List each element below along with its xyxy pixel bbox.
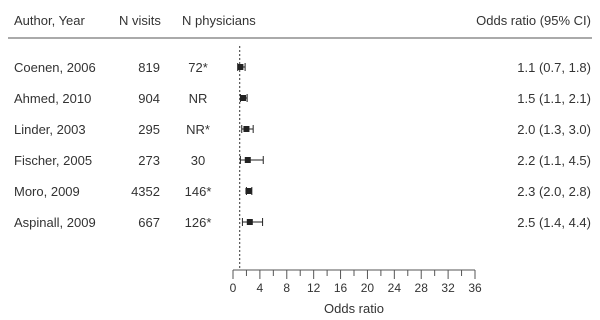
header-study: Author, Year (14, 13, 86, 28)
study-estimate: 2.2 (1.1, 4.5) (517, 153, 591, 168)
study-physicians: 126* (185, 215, 212, 230)
x-tick-label: 16 (334, 281, 348, 295)
study-visits: 904 (138, 91, 160, 106)
study-visits: 273 (138, 153, 160, 168)
study-estimate: 1.1 (0.7, 1.8) (517, 60, 591, 75)
study-physicians: 72* (188, 60, 208, 75)
study-label: Ahmed, 2010 (14, 91, 91, 106)
study-visits: 295 (138, 122, 160, 137)
study-label: Coenen, 2006 (14, 60, 96, 75)
study-estimate: 2.0 (1.3, 3.0) (517, 122, 591, 137)
study-physicians: NR (189, 91, 208, 106)
study-label: Fischer, 2005 (14, 153, 92, 168)
x-tick-label: 20 (361, 281, 375, 295)
study-estimate: 2.5 (1.4, 4.4) (517, 215, 591, 230)
x-tick-label: 36 (468, 281, 482, 295)
x-tick-label: 28 (415, 281, 429, 295)
point-estimate (244, 157, 251, 163)
point-estimate (240, 95, 247, 101)
x-tick-label: 8 (283, 281, 290, 295)
x-axis-label: Odds ratio (324, 301, 384, 316)
point-estimate (237, 64, 244, 70)
point-estimate (243, 126, 250, 132)
study-label: Aspinall, 2009 (14, 215, 96, 230)
study-physicians: NR* (186, 122, 210, 137)
x-tick-label: 4 (257, 281, 264, 295)
point-estimate (246, 219, 253, 225)
header-visits: N visits (119, 13, 161, 28)
x-tick-label: 24 (388, 281, 402, 295)
x-tick-label: 32 (441, 281, 455, 295)
x-tick-label: 0 (230, 281, 237, 295)
study-visits: 4352 (131, 184, 160, 199)
study-label: Moro, 2009 (14, 184, 80, 199)
point-estimate (245, 188, 252, 194)
study-estimate: 2.3 (2.0, 2.8) (517, 184, 591, 199)
study-visits: 819 (138, 60, 160, 75)
study-label: Linder, 2003 (14, 122, 86, 137)
study-physicians: 30 (191, 153, 205, 168)
study-estimate: 1.5 (1.1, 2.1) (517, 91, 591, 106)
header-estimate: Odds ratio (95% CI) (476, 13, 591, 28)
header-physicians: N physicians (182, 13, 256, 28)
study-physicians: 146* (185, 184, 212, 199)
x-tick-label: 12 (307, 281, 321, 295)
study-visits: 667 (138, 215, 160, 230)
